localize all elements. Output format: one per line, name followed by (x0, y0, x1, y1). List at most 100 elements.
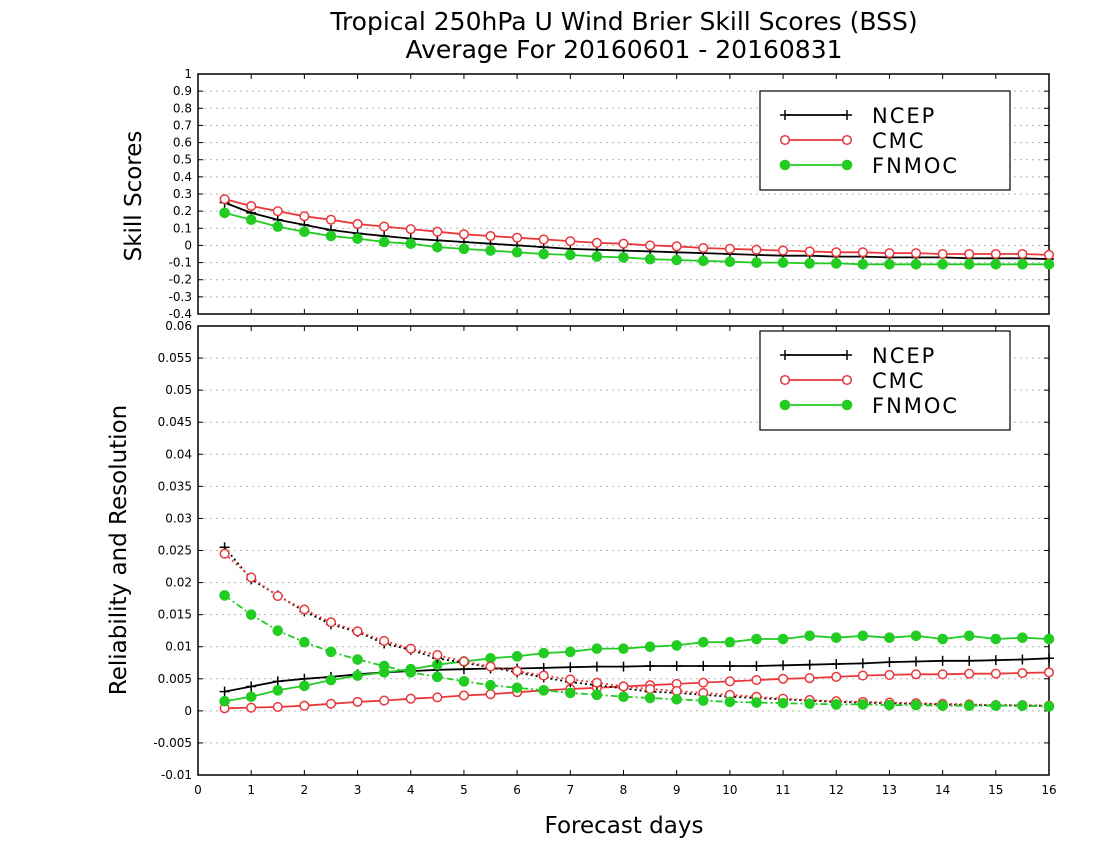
relres-point-cmc (990, 668, 1001, 679)
skill-point-cmc (485, 230, 496, 242)
relres-point-fnmoc (751, 697, 762, 708)
skill-point-fnmoc (724, 256, 736, 268)
relres-point-fnmoc (325, 674, 337, 686)
relres-point-ncep (911, 656, 922, 667)
relres-point-ncep (246, 681, 257, 692)
relres-point-cmc (325, 617, 337, 628)
relres-point-fnmoc (697, 695, 709, 706)
relres-point-ncep (751, 660, 762, 671)
relres-line-fnmoc (224, 634, 1050, 703)
relres-point-ncep (857, 658, 868, 669)
relres-point-fnmoc (777, 697, 789, 709)
skill-point-fnmoc (565, 249, 576, 261)
y-axis-title-top: Skill Scores (121, 131, 147, 262)
skill-point-fnmoc (272, 221, 284, 232)
relres-point-cmc (698, 677, 709, 688)
relres-point-fnmoc (1017, 700, 1028, 712)
skill-point-cmc (751, 244, 762, 255)
skill-point-cmc (857, 247, 868, 258)
relres-point-fnmoc (299, 680, 310, 692)
relres-point-fnmoc (804, 698, 815, 710)
relres-point-fnmoc (405, 667, 417, 678)
relres-point-cmc (884, 669, 895, 680)
skill-point-fnmoc (325, 230, 337, 242)
skill-point-fnmoc (671, 254, 682, 266)
skill-point-cmc (325, 214, 337, 225)
relres-x-tick-label: 12 (829, 783, 844, 797)
relres-point-ncep (272, 676, 283, 687)
relres-point-ncep (831, 659, 842, 670)
relres-point-fnmoc (565, 687, 576, 699)
chart-title: Tropical 250hPa U Wind Brier Skill Score… (329, 7, 917, 36)
skill-line-cmc (224, 198, 1050, 256)
skill-point-fnmoc (990, 258, 1002, 270)
skill-y-tick-label: 0.8 (173, 101, 192, 115)
relres-point-ncep (565, 662, 576, 673)
skill-legend-entry-ncep: NCEP (780, 104, 934, 128)
skill-point-fnmoc (804, 258, 815, 269)
relres-legend-entry-cmc: CMC (779, 369, 923, 393)
relres-point-fnmoc (511, 682, 523, 694)
relres-point-fnmoc (937, 633, 948, 645)
relres-point-fnmoc (245, 609, 257, 620)
relres-y-tick-label: 0.03 (165, 511, 192, 525)
relres-point-fnmoc (511, 651, 523, 662)
relres-point-fnmoc (644, 692, 656, 704)
skill-y-tick-label: 0.4 (173, 170, 192, 184)
relres-point-cmc (432, 650, 443, 661)
relres-point-fnmoc (857, 630, 869, 642)
skill-point-cmc (565, 236, 576, 247)
reliability-resolution-panel: -0.01 -0.005 0 0.005 0.01 0.015 0.02 0.025 0.03 0… (153, 319, 1056, 797)
skill-point-fnmoc (591, 251, 603, 262)
relres-point-cmc (964, 668, 975, 679)
relres-y-tick-label: 0.02 (165, 576, 192, 590)
skill-legend-marker-end (842, 110, 852, 120)
relres-point-ncep (591, 661, 602, 672)
skill-y-tick-label: 1 (184, 67, 192, 81)
relres-point-fnmoc (1043, 701, 1055, 712)
relres-point-cmc (724, 676, 735, 687)
relres-point-cmc (405, 693, 416, 704)
relres-point-cmc (565, 674, 576, 685)
skill-point-cmc (272, 206, 283, 217)
relres-x-tick-label: 3 (354, 783, 362, 797)
relres-point-cmc (246, 572, 257, 583)
relres-point-fnmoc (565, 646, 576, 658)
relres-point-fnmoc (1017, 632, 1028, 644)
skill-point-cmc (1043, 249, 1055, 260)
skill-point-cmc (591, 237, 602, 248)
relres-point-fnmoc (458, 676, 470, 687)
skill-point-cmc (618, 238, 629, 249)
skill-legend-label: CMC (872, 129, 925, 153)
relres-point-cmc (1043, 667, 1055, 678)
relres-line-ncep (223, 546, 1049, 707)
skill-point-cmc (1017, 248, 1028, 260)
relres-point-cmc (591, 677, 602, 688)
skill-point-cmc (964, 248, 975, 260)
relres-y-tick-label: 0.055 (158, 351, 192, 365)
relres-x-tick-label: 1 (247, 783, 255, 797)
relres-y-tick-label: 0 (184, 704, 192, 718)
relres-point-ncep (964, 655, 975, 666)
relres-point-fnmoc (219, 695, 230, 707)
relres-point-cmc (352, 696, 363, 707)
skill-legend-entry-fnmoc: FNMOC (779, 154, 957, 178)
relres-point-fnmoc (990, 700, 1002, 712)
relres-point-cmc (272, 590, 283, 602)
relres-y-tick-label: 0.025 (158, 544, 192, 558)
skill-point-fnmoc (937, 258, 948, 270)
relres-point-fnmoc (538, 685, 550, 696)
skill-y-tick-label: 0.3 (173, 187, 192, 201)
skill-legend-marker-start (779, 159, 791, 171)
skill-legend-marker-end (841, 159, 853, 171)
relres-point-fnmoc (830, 699, 842, 710)
skill-legend-entry-cmc: CMC (779, 129, 925, 153)
relres-legend-marker-start (779, 399, 791, 411)
relres-x-tick-label: 9 (673, 783, 681, 797)
skill-legend-marker-start (780, 110, 790, 120)
y-axis-title-bottom: Reliability and Resolution (106, 405, 132, 695)
skill-y-tick-label: 0.9 (173, 84, 192, 98)
relres-legend-entry-ncep: NCEP (780, 344, 934, 368)
x-axis-title: Forecast days (545, 813, 704, 839)
